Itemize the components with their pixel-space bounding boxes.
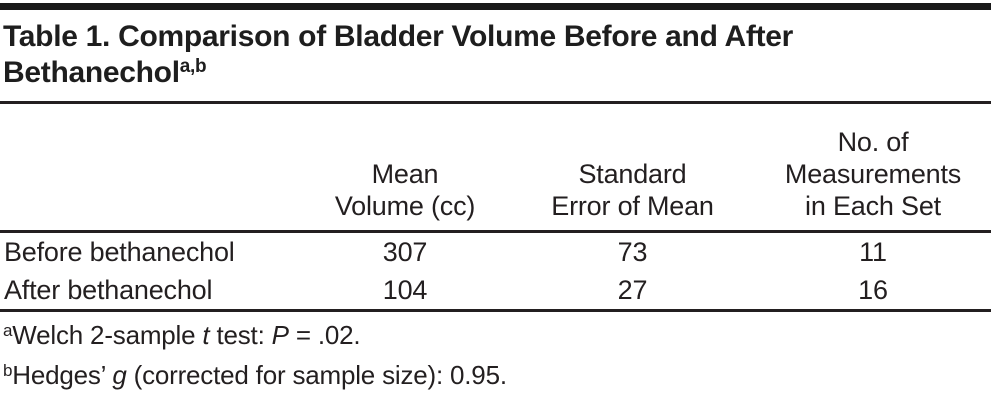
cell-standard-error: 73 [617,236,648,267]
footnote-b: bHedges’ g (corrected for sample size): … [3,360,507,390]
row-label: Before bethanechol [4,236,235,267]
footnote-a: aWelch 2-sample t test: P = .02. [3,320,361,350]
title-bottom-rule [0,101,991,104]
header-bottom-rule [0,230,991,233]
column-header-n-measurements: No. of Measurements in Each Set [784,127,962,221]
column-header-mean-volume: Mean Volume (cc) [334,159,476,221]
cell-standard-error: 27 [617,274,648,305]
cell-mean-volume: 104 [382,274,428,305]
column-header-standard-error: Standard Error of Mean [551,159,714,221]
table-row-after: After bethanechol 104 27 16 [0,271,991,309]
table-title-line2: Bethanechola,b [3,56,207,89]
top-rule [0,3,991,10]
row-label: After bethanechol [4,274,213,305]
table-title-superscript: a,b [179,56,207,77]
table-title-line1: Table 1. Comparison of Bladder Volume Be… [3,20,794,53]
cell-n-measurements: 11 [859,236,887,267]
column-header-empty [0,222,300,230]
footnotes: aWelch 2-sample t test: P = .02. bHedges… [0,312,991,397]
footnote-b-marker: b [3,361,13,380]
footnote-a-marker: a [3,321,13,340]
cell-n-measurements: 16 [858,274,888,305]
table-title: Table 1. Comparison of Bladder Volume Be… [3,19,991,95]
cell-mean-volume: 307 [382,236,428,267]
column-header-row: Mean Volume (cc) Standard Error of Mean … [0,104,991,230]
body-bottom-rule [0,309,991,312]
table-row-before: Before bethanechol 307 73 11 [0,233,991,271]
